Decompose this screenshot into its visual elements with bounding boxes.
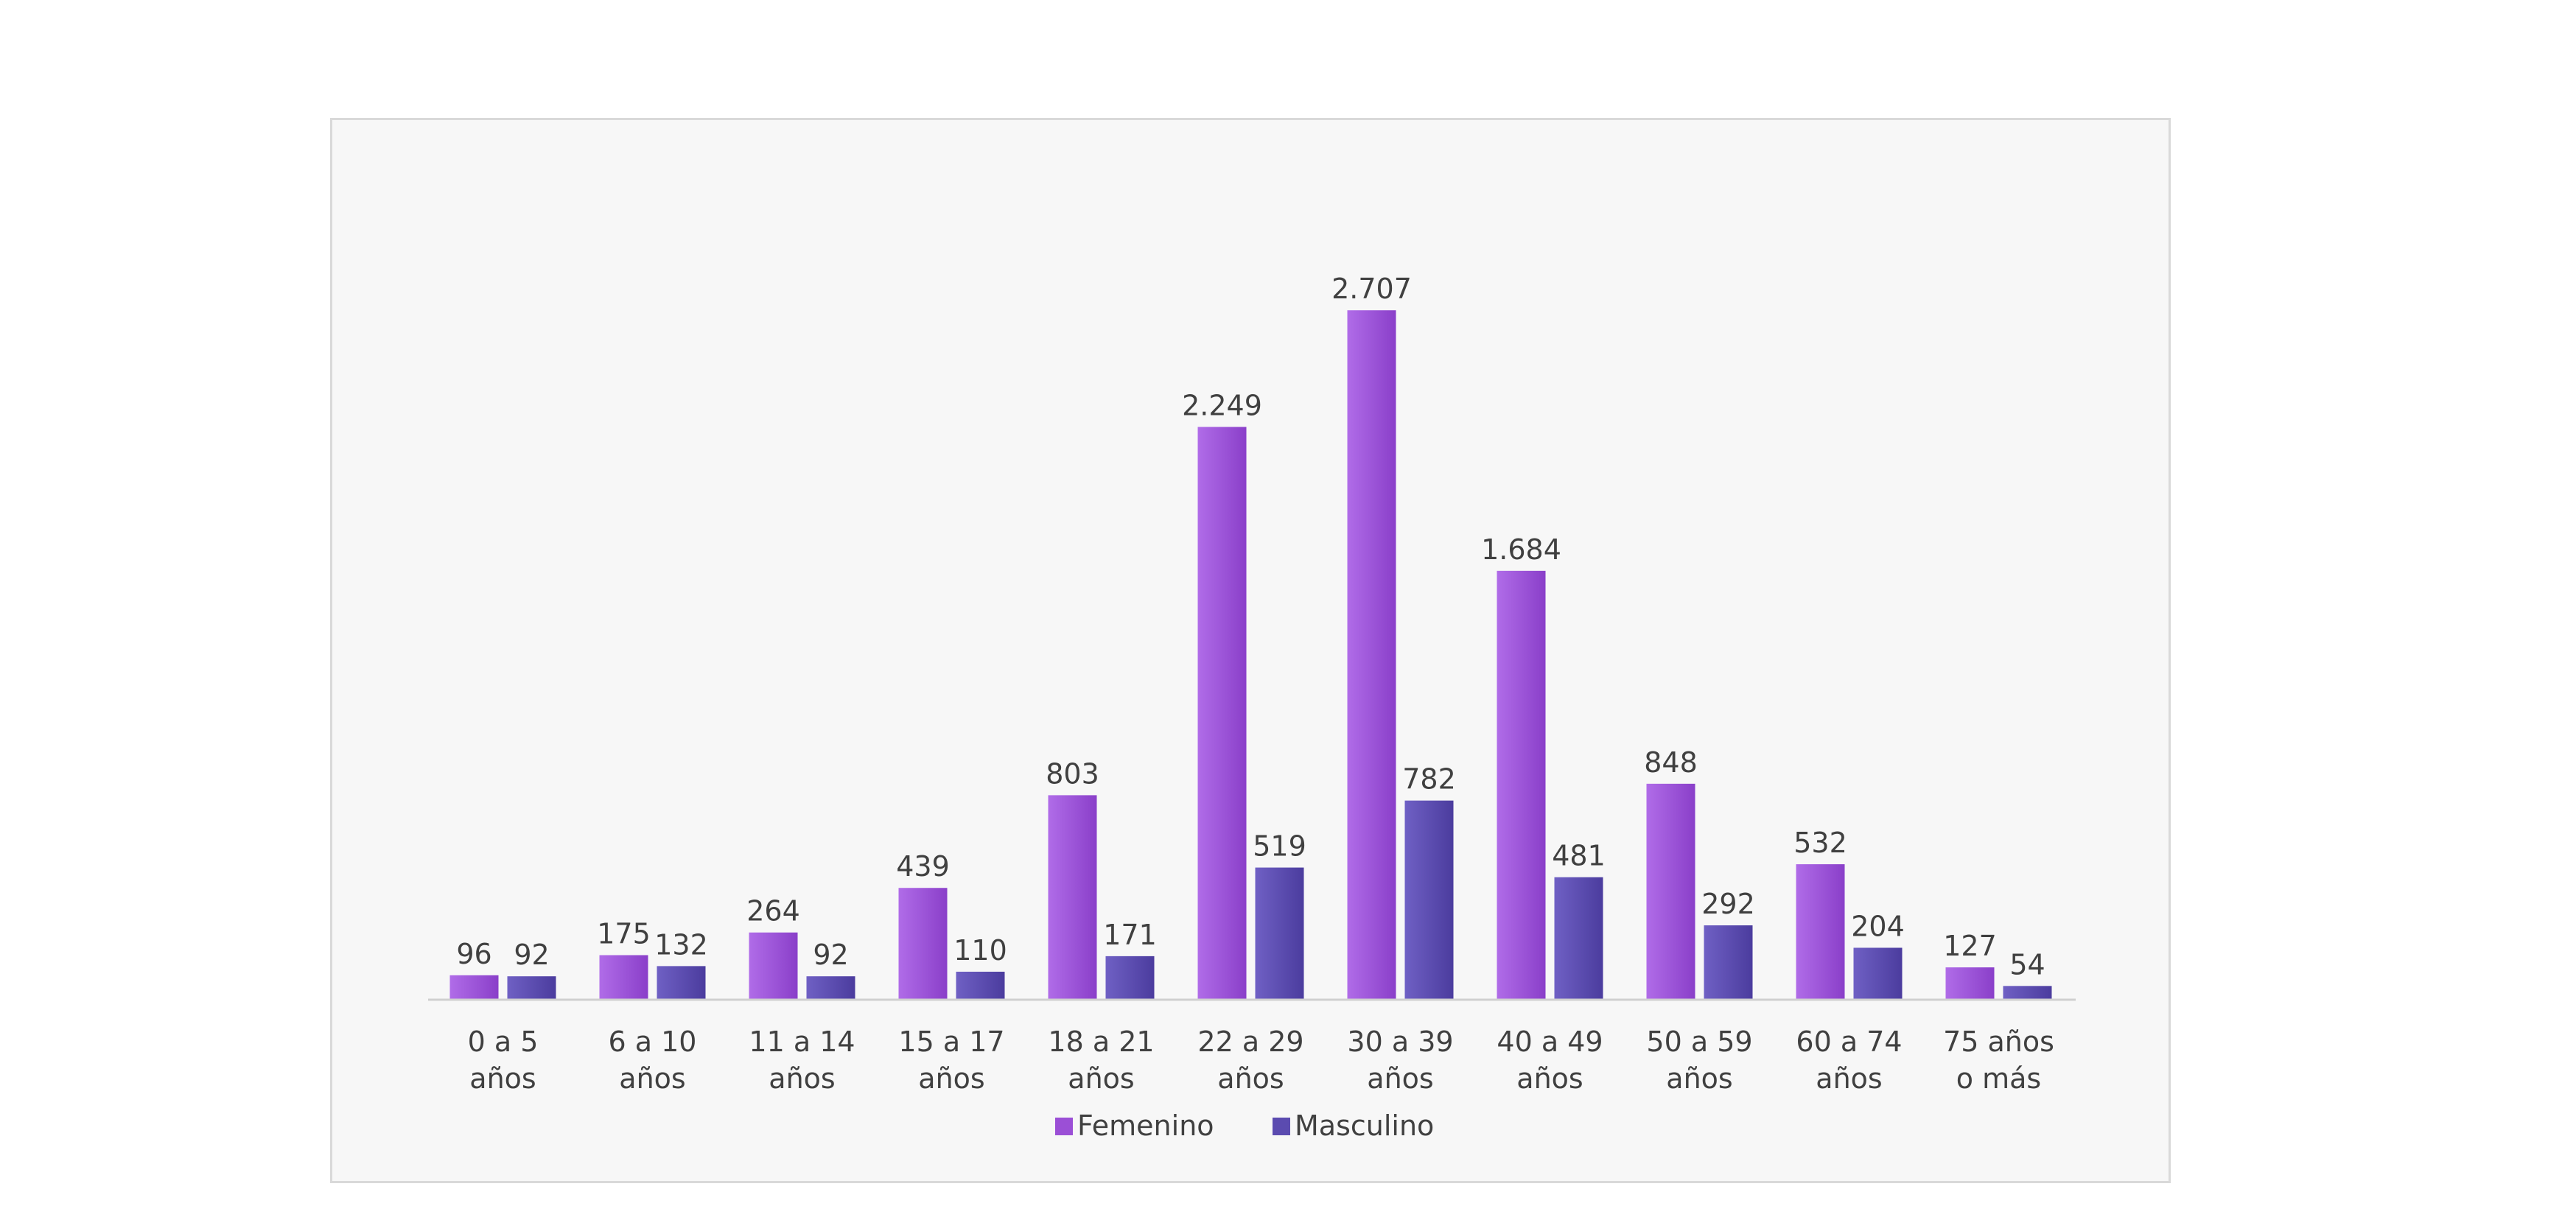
bar-masculino-9 — [1853, 947, 1903, 1000]
bar-femenino-10 — [1945, 967, 1995, 1000]
data-label-masculino-5: 519 — [1253, 830, 1306, 863]
legend-swatch-masculino — [1273, 1118, 1290, 1135]
bar-femenino-7 — [1497, 570, 1546, 1000]
x-tick-label-3-line-0: 15 a 17 — [898, 1026, 1004, 1058]
bar-femenino-2 — [749, 932, 798, 1000]
x-tick-label-2-line-1: años — [769, 1062, 835, 1095]
bar-masculino-4 — [1105, 956, 1155, 1000]
bar-femenino-6 — [1347, 310, 1396, 1000]
legend-swatch-femenino — [1055, 1118, 1073, 1135]
chart-panel: 96 92 175 132 264 92 439 110 803 171 2.249 519 2.707… — [330, 118, 2171, 1183]
bar-masculino-5 — [1255, 867, 1304, 1000]
data-label-masculino-7: 481 — [1552, 840, 1606, 872]
x-tick-label-10-line-0: 75 años — [1943, 1026, 2054, 1058]
data-label-masculino-1: 132 — [654, 928, 708, 961]
x-tick-label-3-line-1: años — [918, 1062, 984, 1095]
x-tick-label-6-line-1: años — [1367, 1062, 1433, 1095]
x-tick-label-1-line-1: años — [619, 1062, 685, 1095]
bar-femenino-8 — [1646, 783, 1695, 1000]
data-label-femenino-4: 803 — [1046, 757, 1099, 790]
data-label-femenino-7: 1.684 — [1481, 533, 1561, 566]
data-label-masculino-10: 54 — [2009, 948, 2045, 981]
data-label-femenino-3: 439 — [896, 850, 950, 883]
x-tick-label-2-line-0: 11 a 14 — [749, 1026, 855, 1058]
data-label-femenino-2: 264 — [746, 895, 800, 928]
data-label-femenino-10: 127 — [1943, 930, 1997, 962]
bar-femenino-3 — [898, 888, 948, 1000]
data-label-masculino-3: 110 — [953, 934, 1007, 967]
data-label-femenino-1: 175 — [597, 918, 651, 950]
data-label-masculino-2: 92 — [813, 939, 848, 971]
x-tick-label-4-line-1: años — [1068, 1062, 1134, 1095]
legend-label-masculino: Masculino — [1295, 1109, 1434, 1142]
data-label-masculino-0: 92 — [514, 939, 549, 971]
x-axis-ticks: 0 a 5 años 6 a 10 años 11 a 14 años 15 a 17 año… — [468, 1026, 2054, 1095]
bar-masculino-1 — [657, 966, 706, 1000]
x-tick-label-8-line-1: años — [1666, 1062, 1732, 1095]
data-label-femenino-6: 2.707 — [1331, 273, 1412, 305]
x-tick-label-5-line-1: años — [1217, 1062, 1284, 1095]
bar-masculino-3 — [956, 971, 1005, 1000]
data-label-femenino-5: 2.249 — [1182, 390, 1262, 422]
data-label-masculino-4: 171 — [1103, 919, 1157, 951]
x-tick-label-6-line-0: 30 a 39 — [1347, 1026, 1453, 1058]
x-tick-label-7-line-1: años — [1516, 1062, 1583, 1095]
bar-masculino-6 — [1404, 800, 1454, 1000]
data-label-femenino-0: 96 — [456, 938, 491, 970]
bars-layer — [449, 310, 2052, 1000]
legend: Femenino Masculino — [1055, 1109, 1434, 1142]
data-label-masculino-9: 204 — [1851, 910, 1905, 942]
legend-label-femenino: Femenino — [1077, 1109, 1214, 1142]
data-label-femenino-9: 532 — [1793, 827, 1847, 859]
x-tick-label-9-line-1: años — [1816, 1062, 1882, 1095]
bar-masculino-10 — [2003, 986, 2052, 1000]
bar-masculino-2 — [806, 976, 855, 1000]
x-tick-label-0-line-0: 0 a 5 — [468, 1026, 539, 1058]
bar-masculino-0 — [507, 976, 556, 1000]
bar-femenino-4 — [1048, 795, 1097, 1000]
x-tick-label-10-line-1: o más — [1956, 1062, 2041, 1095]
bar-femenino-0 — [449, 975, 499, 1000]
x-tick-label-0-line-1: años — [469, 1062, 536, 1095]
data-label-masculino-6: 782 — [1402, 763, 1456, 796]
bar-femenino-5 — [1197, 427, 1247, 1000]
x-tick-label-8-line-0: 50 a 59 — [1646, 1026, 1752, 1058]
data-label-masculino-8: 292 — [1701, 888, 1755, 920]
bar-masculino-8 — [1704, 925, 1753, 1000]
x-tick-label-4-line-0: 18 a 21 — [1048, 1026, 1154, 1058]
bar-femenino-1 — [599, 955, 648, 1000]
data-label-femenino-8: 848 — [1644, 746, 1698, 779]
x-tick-label-7-line-0: 40 a 49 — [1497, 1026, 1603, 1058]
labels-layer: 96 92 175 132 264 92 439 110 803 171 2.249 519 2.707… — [456, 273, 2045, 981]
x-tick-label-9-line-0: 60 a 74 — [1796, 1026, 1902, 1058]
bar-chart: 96 92 175 132 264 92 439 110 803 171 2.249 519 2.707… — [428, 273, 2076, 1142]
x-tick-label-1-line-0: 6 a 10 — [609, 1026, 697, 1058]
bar-masculino-7 — [1554, 877, 1603, 1000]
bar-femenino-9 — [1796, 864, 1845, 1000]
x-tick-label-5-line-0: 22 a 29 — [1197, 1026, 1303, 1058]
